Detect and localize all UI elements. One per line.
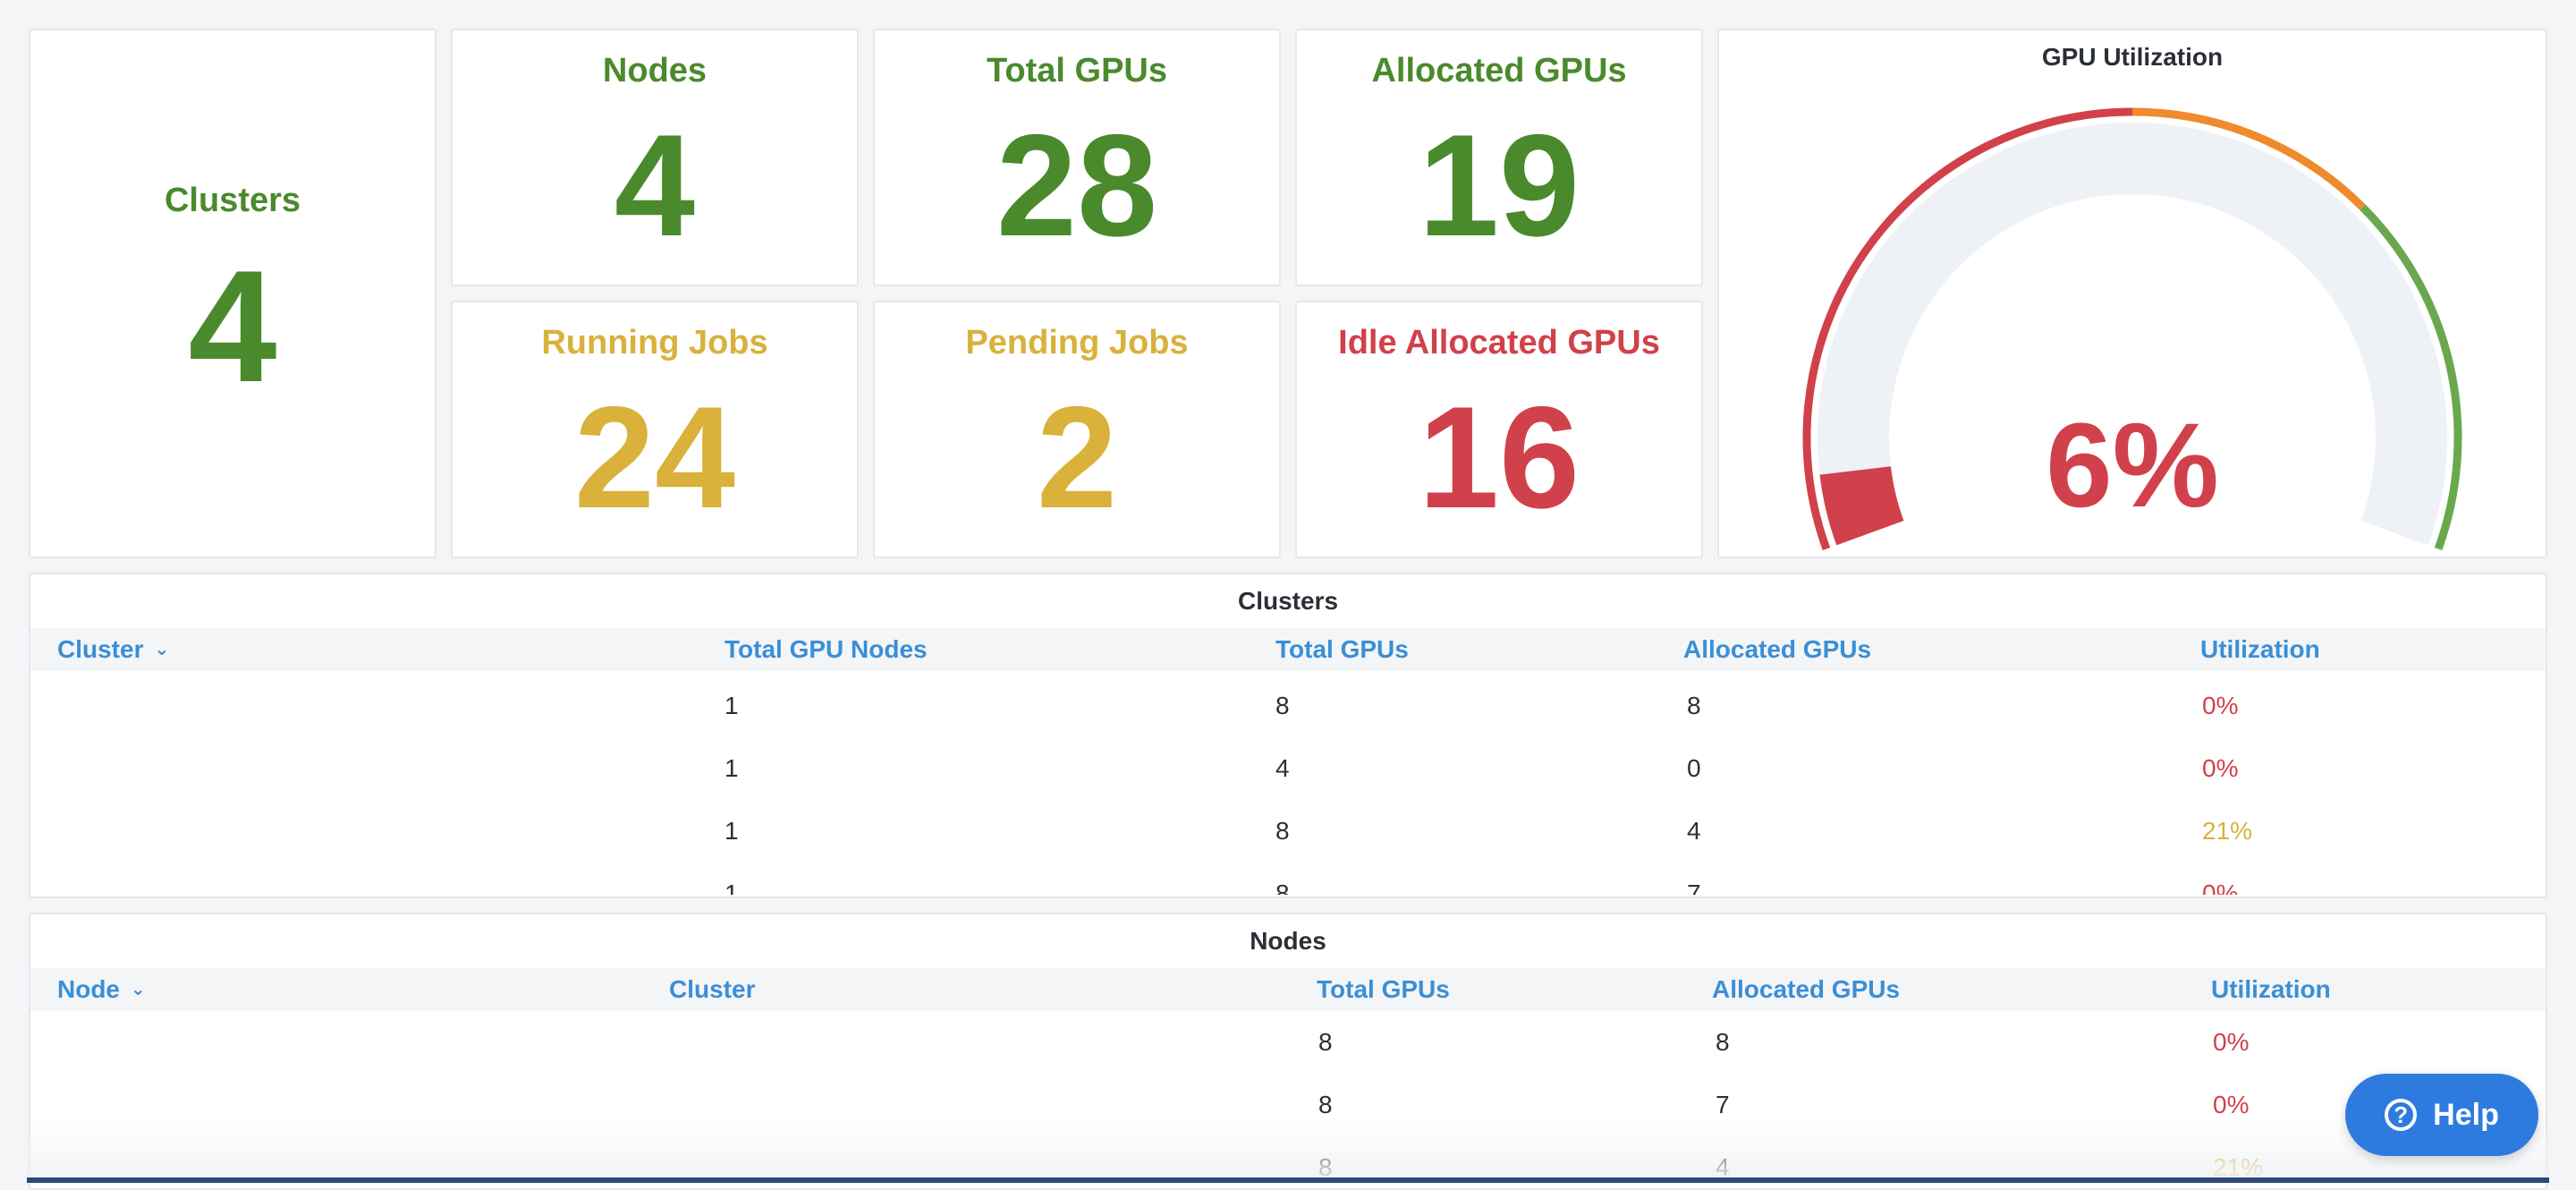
cell-allocated-gpus: 7 xyxy=(1716,1091,1730,1118)
table-header: Cluster ⌄ Total GPU Nodes Total GPUs Allo… xyxy=(30,628,2546,671)
stat-title: Running Jobs xyxy=(541,324,768,361)
cell-total-gpus: 8 xyxy=(1318,1091,1333,1118)
cell-utilization: 0% xyxy=(2213,1028,2250,1056)
stat-value: 19 xyxy=(1418,105,1580,267)
question-icon: ? xyxy=(2385,1099,2418,1131)
table-body: 1 8 8 0% 1 4 0 0% 1 8 4 21% 1 8 7 0% xyxy=(30,671,2546,895)
cell-total-gpus: 8 xyxy=(1275,817,1290,845)
stat-title: Allocated GPUs xyxy=(1371,52,1627,89)
stat-title: Idle Allocated GPUs xyxy=(1338,324,1660,361)
cell-allocated-gpus: 4 xyxy=(1687,817,1701,845)
chevron-down-icon: ⌄ xyxy=(131,980,146,999)
cell-total-gpus: 8 xyxy=(1275,692,1290,719)
idle-allocated-gpus-stat-panel: Idle Allocated GPUs 16 xyxy=(1295,301,1703,558)
stat-value: 4 xyxy=(188,236,277,415)
table-title: Clusters xyxy=(1237,587,1339,615)
stat-value: 2 xyxy=(1036,377,1118,539)
table-row[interactable]: 1 8 8 0% xyxy=(30,675,2546,737)
table-title: Nodes xyxy=(1250,927,1326,955)
column-header-allocated-gpus[interactable]: Allocated GPUs xyxy=(1712,975,1901,1003)
table-header: Node ⌄ Cluster Total GPUs Allocated GPUs … xyxy=(30,968,2546,1011)
gauge-chart: 6% xyxy=(1802,107,2462,551)
column-header-utilization[interactable]: Utilization xyxy=(2211,975,2331,1003)
cell-total-gpus: 8 xyxy=(1275,880,1290,895)
help-button[interactable]: ? Help xyxy=(2345,1074,2538,1156)
cell-total-gpu-nodes: 1 xyxy=(724,880,739,895)
chevron-down-icon: ⌄ xyxy=(154,640,170,659)
table-row[interactable]: 1 8 4 21% xyxy=(30,800,2546,863)
column-header-cluster[interactable]: Cluster ⌄ xyxy=(57,628,169,674)
bottom-edge-bar xyxy=(27,1177,2549,1183)
column-header-node[interactable]: Node ⌄ xyxy=(57,968,146,1014)
nodes-stat-panel: Nodes 4 xyxy=(451,29,859,286)
gauge-threshold-red-arc xyxy=(1802,107,2133,551)
table-body: 8 8 0% 8 7 0% 8 4 21% xyxy=(30,1011,2546,1190)
stat-value: 4 xyxy=(614,105,696,267)
gauge-threshold-green-arc xyxy=(2360,204,2462,551)
total-gpus-stat-panel: Total GPUs 28 xyxy=(873,29,1281,286)
cell-utilization: 0% xyxy=(2202,880,2239,895)
cell-utilization: 21% xyxy=(2202,817,2253,845)
pending-jobs-stat-panel: Pending Jobs 2 xyxy=(873,301,1281,558)
cell-total-gpus: 8 xyxy=(1318,1028,1333,1056)
gauge-background-band xyxy=(1818,123,2447,546)
gauge-threshold-orange-arc xyxy=(2131,107,2366,210)
gauge-value-text: 6% xyxy=(2046,399,2219,532)
column-header-total-gpus[interactable]: Total GPUs xyxy=(1275,635,1409,663)
cell-total-gpu-nodes: 1 xyxy=(724,754,739,782)
cell-allocated-gpus: 0 xyxy=(1687,754,1701,782)
clusters-table-panel: Clusters Cluster ⌄ Total GPU Nodes Total … xyxy=(29,573,2547,898)
stat-value: 24 xyxy=(573,377,736,539)
nodes-table-panel: Nodes Node ⌄ Cluster Total GPUs Allocated… xyxy=(29,913,2547,1190)
table-row[interactable]: 8 8 0% xyxy=(30,1011,2546,1074)
running-jobs-stat-panel: Running Jobs 24 xyxy=(451,301,859,558)
stat-title: Total GPUs xyxy=(987,52,1167,89)
stat-title: Nodes xyxy=(602,52,708,89)
cell-utilization: 0% xyxy=(2213,1091,2250,1118)
gauge-title: GPU Utilization xyxy=(2041,43,2224,71)
allocated-gpus-stat-panel: Allocated GPUs 19 xyxy=(1295,29,1703,286)
clusters-stat-panel: Clusters 4 xyxy=(29,29,436,558)
cell-total-gpu-nodes: 1 xyxy=(724,817,739,845)
cell-total-gpu-nodes: 1 xyxy=(724,692,739,719)
gauge-value-arc xyxy=(1819,466,1904,546)
help-button-label: Help xyxy=(2433,1097,2499,1132)
table-row[interactable]: 1 8 7 0% xyxy=(30,863,2546,895)
stat-title: Pending Jobs xyxy=(965,324,1189,361)
gpu-utilization-gauge-panel: GPU Utilization 6% xyxy=(1717,29,2547,558)
column-header-allocated-gpus[interactable]: Allocated GPUs xyxy=(1683,635,1872,663)
cell-allocated-gpus: 8 xyxy=(1687,692,1701,719)
table-row[interactable]: 1 4 0 0% xyxy=(30,737,2546,800)
stat-title: Clusters xyxy=(164,181,301,219)
stat-value: 16 xyxy=(1418,377,1580,539)
cell-allocated-gpus: 7 xyxy=(1687,880,1701,895)
cell-total-gpus: 4 xyxy=(1275,754,1290,782)
cell-allocated-gpus: 8 xyxy=(1716,1028,1730,1056)
column-header-total-gpu-nodes[interactable]: Total GPU Nodes xyxy=(724,635,928,663)
column-header-utilization[interactable]: Utilization xyxy=(2200,635,2320,663)
cell-utilization: 0% xyxy=(2202,754,2239,782)
column-header-total-gpus[interactable]: Total GPUs xyxy=(1317,975,1450,1003)
cell-utilization: 0% xyxy=(2202,692,2239,719)
column-header-cluster[interactable]: Cluster xyxy=(669,975,756,1003)
stat-value: 28 xyxy=(996,105,1158,267)
table-row[interactable]: 8 7 0% xyxy=(30,1074,2546,1136)
